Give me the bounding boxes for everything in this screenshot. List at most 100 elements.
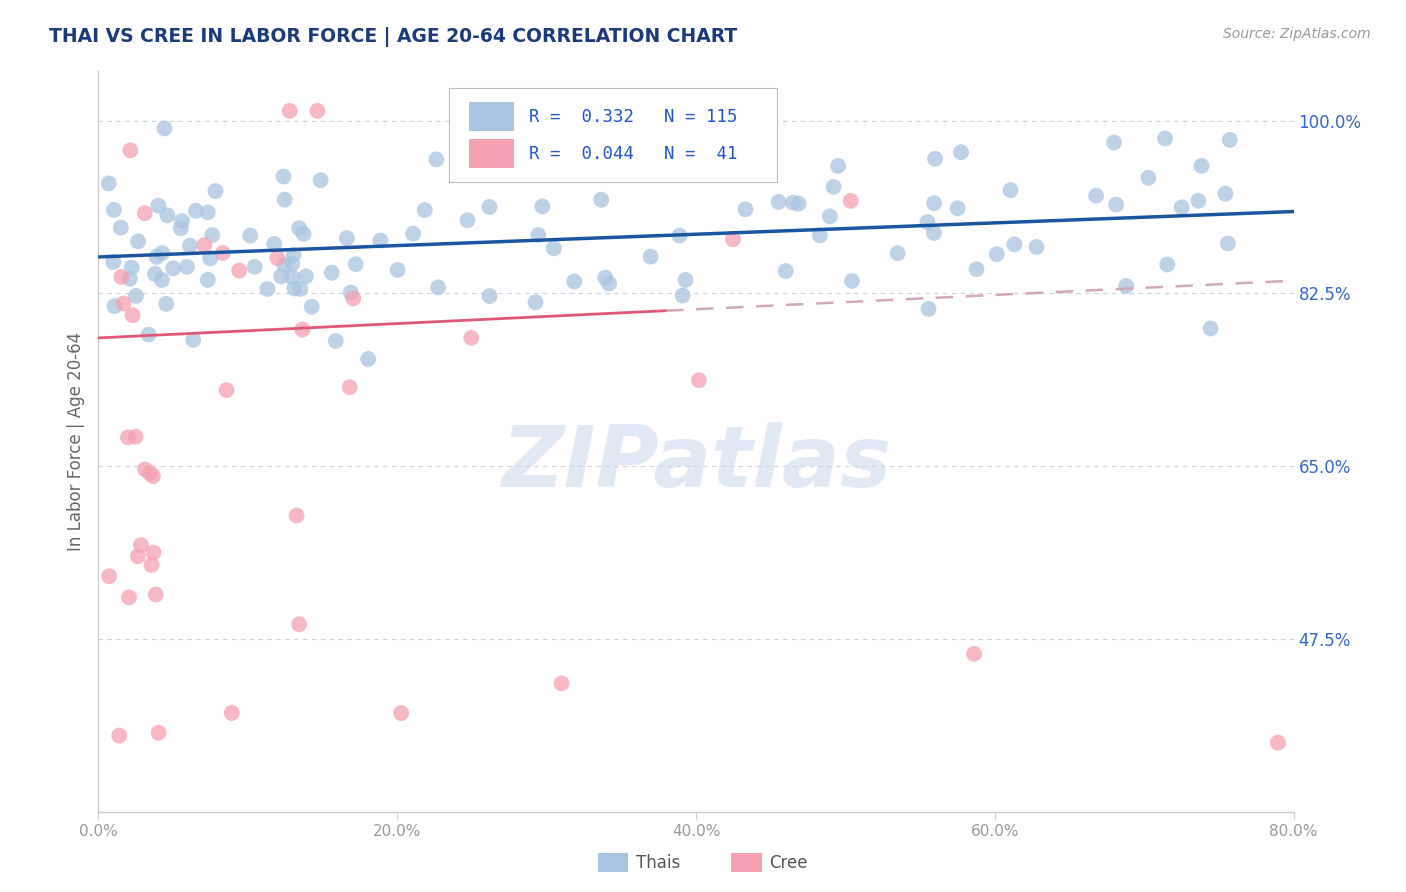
Point [325, 334, 347, 348]
Point [924, 152, 946, 166]
Point [141, 558, 163, 572]
Point [292, 227, 315, 241]
Point [170, 214, 193, 228]
Point [402, 227, 425, 241]
Point [181, 333, 204, 347]
Point [1115, 279, 1137, 293]
Point [688, 373, 710, 387]
Text: Source: ZipAtlas.com: Source: ZipAtlas.com [1223, 27, 1371, 41]
Point [591, 193, 613, 207]
Point [456, 213, 478, 227]
Point [129, 538, 152, 552]
Point [787, 196, 810, 211]
Point [143, 267, 166, 281]
Point [98, 569, 121, 583]
Point [675, 273, 697, 287]
Point [413, 202, 436, 217]
Point [278, 103, 301, 118]
Point [986, 247, 1008, 261]
Point [295, 269, 318, 284]
Point [668, 228, 690, 243]
Point [139, 466, 162, 480]
Point [478, 289, 501, 303]
Point [357, 351, 380, 366]
Point [281, 270, 304, 285]
Point [108, 729, 131, 743]
Point [228, 263, 250, 277]
Point [153, 121, 176, 136]
Point [1199, 321, 1222, 335]
Point [110, 220, 132, 235]
Point [290, 282, 312, 296]
Point [823, 179, 845, 194]
Point [721, 232, 744, 246]
Point [775, 264, 797, 278]
Point [1219, 133, 1241, 147]
Text: R =  0.332: R = 0.332 [529, 108, 634, 126]
Point [593, 270, 616, 285]
Point [640, 250, 662, 264]
Point [211, 246, 233, 260]
Point [1085, 188, 1108, 202]
Point [1189, 159, 1212, 173]
Point [478, 200, 501, 214]
Point [562, 275, 585, 289]
Point [263, 236, 285, 251]
Text: THAI VS CREE IN LABOR FORCE | AGE 20-64 CORRELATION CHART: THAI VS CREE IN LABOR FORCE | AGE 20-64 … [49, 27, 738, 46]
Point [839, 194, 862, 208]
Point [425, 153, 447, 167]
Point [1137, 170, 1160, 185]
Point [827, 159, 849, 173]
Point [1267, 736, 1289, 750]
Point [285, 508, 308, 523]
Point [339, 380, 361, 394]
Point [197, 273, 219, 287]
Point [818, 210, 841, 224]
Point [221, 706, 243, 720]
Bar [470, 139, 515, 168]
Point [142, 469, 165, 483]
Point [672, 288, 695, 302]
Point [531, 199, 554, 213]
Point [127, 549, 149, 564]
Point [112, 296, 135, 310]
Point [184, 203, 207, 218]
Point [946, 202, 969, 216]
Point [155, 297, 177, 311]
Point [121, 260, 143, 275]
Point [288, 617, 311, 632]
Point [1105, 197, 1128, 211]
Point [1170, 200, 1192, 214]
Point [344, 257, 367, 271]
Point [117, 430, 139, 444]
Point [118, 271, 141, 285]
Point [273, 193, 295, 207]
Point [103, 255, 125, 269]
Point [291, 322, 314, 336]
Point [148, 199, 170, 213]
Point [118, 591, 141, 605]
Point [201, 227, 224, 242]
Point [1002, 237, 1025, 252]
Text: ZIPatlas: ZIPatlas [501, 422, 891, 505]
Point [963, 647, 986, 661]
Point [922, 226, 945, 240]
Point [1000, 183, 1022, 197]
Point [148, 725, 170, 739]
Y-axis label: In Labor Force | Age 20-64: In Labor Force | Age 20-64 [66, 332, 84, 551]
Point [204, 184, 226, 198]
Point [321, 266, 343, 280]
Point [1216, 236, 1239, 251]
Point [124, 429, 146, 443]
Point [1215, 186, 1237, 201]
Point [917, 215, 939, 229]
Point [1102, 136, 1125, 150]
Point [121, 308, 143, 322]
Point [288, 221, 311, 235]
Point [524, 295, 547, 310]
Point [138, 327, 160, 342]
Point [193, 238, 215, 252]
Point [156, 208, 179, 222]
Text: R =  0.044: R = 0.044 [529, 145, 634, 162]
Text: Cree: Cree [769, 854, 807, 871]
